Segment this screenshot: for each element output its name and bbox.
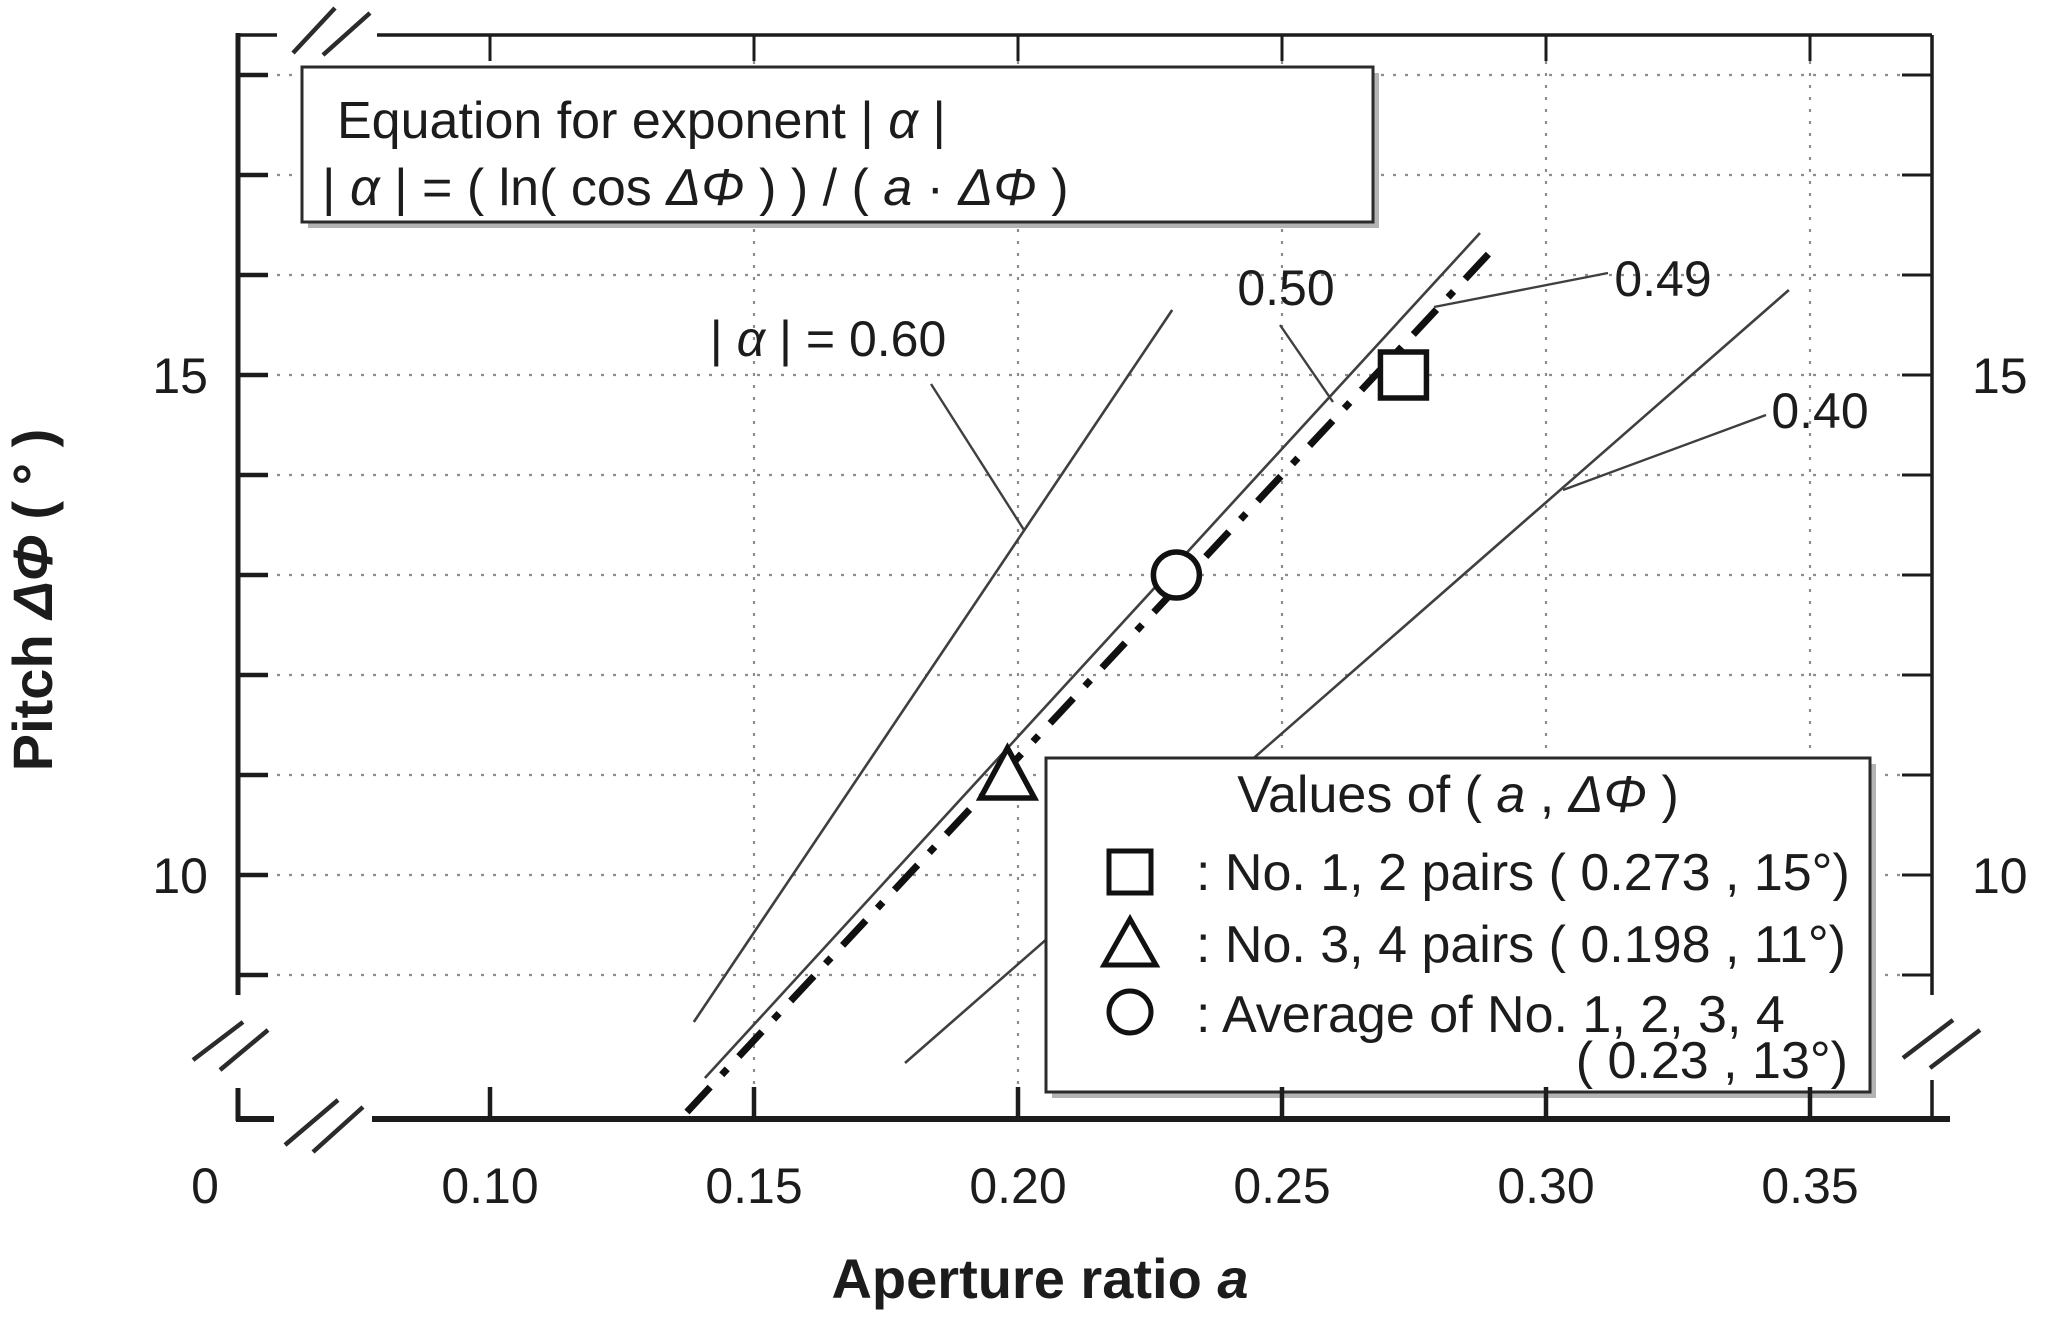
axis-tick-labels: 0 0.10 0.15 0.20 0.25 0.30 0.35 15 10 15 10 xyxy=(152,348,2027,1214)
data-point-triangle xyxy=(975,742,1040,801)
equation-box: Equation for exponent | α | | α | = ( ln… xyxy=(300,65,1379,228)
alpha-line-0.5 xyxy=(703,232,1481,1079)
legend-row-square: : No. 1, 2 pairs ( 0.273 , 15°) xyxy=(1196,844,1850,902)
x-tick-label-0: 0 xyxy=(191,1158,219,1214)
data-markers xyxy=(975,349,1430,801)
y-tick-label-right-15: 15 xyxy=(1972,348,2028,404)
left-axis-break-icon xyxy=(191,1020,270,1072)
alpha-line-0.6 xyxy=(692,309,1174,1023)
y-tick-label-right-10: 10 xyxy=(1972,848,2028,904)
callout-leaders xyxy=(929,271,1767,531)
legend-title: Values of ( a , ΔΦ ) xyxy=(1237,766,1679,824)
y-tick-label-left-10: 10 xyxy=(152,848,208,904)
legend-row-circle-values: ( 0.23 , 13°) xyxy=(1576,1032,1848,1090)
alpha-040-label: 0.40 xyxy=(1771,383,1868,439)
alpha-line-0.49 xyxy=(684,242,1500,1115)
legend-box: Values of ( a , ΔΦ ) : No. 1, 2 pairs ( … xyxy=(1044,756,1876,1098)
iso-alpha-lines xyxy=(684,232,1790,1115)
leader-to-040-line xyxy=(1562,413,1767,492)
legend-box-frame xyxy=(1044,756,1872,1094)
equation-formula: | α | = ( ln( cos ΔΦ ) ) / ( a · ΔΦ ) xyxy=(322,159,1069,217)
equation-title: Equation for exponent | α | xyxy=(337,92,946,150)
alpha-049-label: 0.49 xyxy=(1614,251,1711,307)
x-tick-label-0.10: 0.10 xyxy=(441,1158,538,1214)
legend-row-triangle: : No. 3, 4 pairs ( 0.198 , 11°) xyxy=(1196,916,1846,974)
y-axis-title: Pitch ΔΦ ( ° ) xyxy=(1,429,64,772)
x-tick-label-0.25: 0.25 xyxy=(1233,1158,1330,1214)
bottom-axis-break-icon xyxy=(283,1098,365,1154)
legend-row-circle: : Average of No. 1, 2, 3, 4 xyxy=(1196,986,1785,1044)
alpha-060-label: | α | = 0.60 xyxy=(710,311,947,367)
x-axis-title: Aperture ratio a xyxy=(831,1247,1248,1310)
x-tick-label-0.15: 0.15 xyxy=(705,1158,802,1214)
leader-to-050-line xyxy=(1279,324,1334,403)
legend-square-icon xyxy=(1106,848,1154,896)
axes xyxy=(191,6,1982,1154)
x-tick-label-0.20: 0.20 xyxy=(969,1158,1066,1214)
data-point-square xyxy=(1377,349,1430,401)
legend-triangle-icon xyxy=(1099,913,1161,968)
legend-circle-icon xyxy=(1106,988,1154,1036)
data-point-circle xyxy=(1150,549,1203,601)
leader-to-049-line xyxy=(1433,271,1609,309)
x-tick-label-0.35: 0.35 xyxy=(1761,1158,1858,1214)
top-axis-break-icon xyxy=(291,6,372,57)
x-tick-label-0.30: 0.30 xyxy=(1497,1158,1594,1214)
leader-to-060-line xyxy=(929,383,1026,531)
equation-box-frame xyxy=(300,65,1375,224)
axis-ticks xyxy=(238,35,1932,1119)
right-axis-break-icon xyxy=(1901,1018,1982,1070)
y-tick-label-left-15: 15 xyxy=(152,348,208,404)
alpha-050-label: 0.50 xyxy=(1237,260,1334,316)
